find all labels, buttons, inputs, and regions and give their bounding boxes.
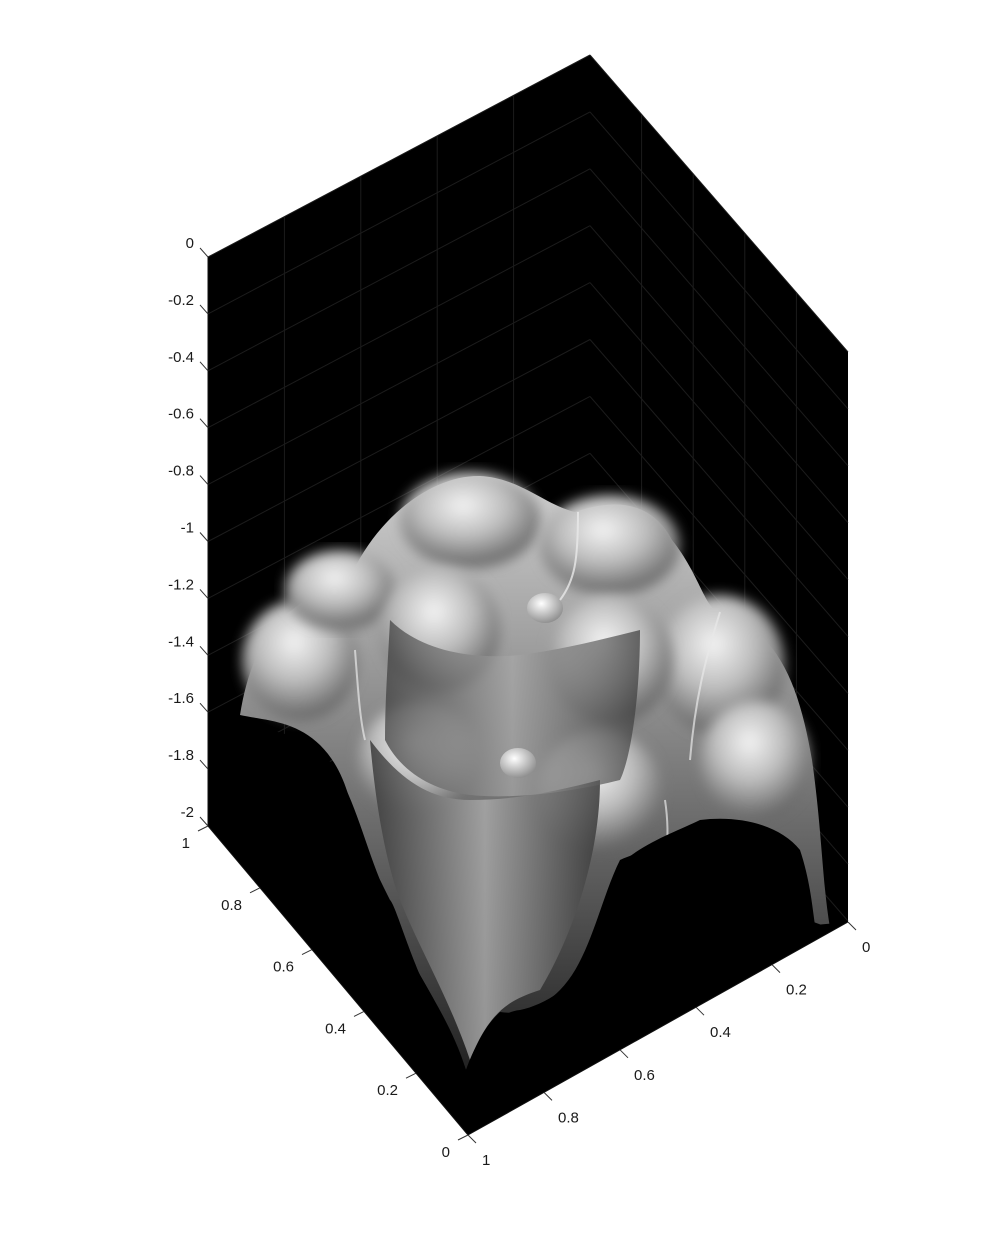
z-tick-mark	[199, 304, 209, 315]
grid-line	[207, 225, 591, 429]
grid-line	[207, 282, 591, 486]
x-axis-ticks: 0 0.2 0.4 0.6 0.8 1	[467, 921, 870, 1169]
z-tick-label: -0.8	[168, 463, 194, 480]
z-tick-mark	[199, 589, 209, 599]
z-tick-label: -2	[181, 804, 194, 821]
x-tick-mark	[467, 1134, 477, 1144]
x-tick-label: 0.6	[634, 1067, 655, 1084]
y-tick-label: 0	[442, 1144, 450, 1161]
z-tick-label: -0.6	[168, 406, 194, 423]
y-tick-mark	[353, 1010, 365, 1017]
z-tick-label: -1.8	[168, 747, 194, 764]
grid-line	[207, 339, 591, 542]
x-tick-label: 0	[862, 939, 870, 956]
z-tick-mark	[199, 759, 209, 770]
x-tick-label: 0.8	[558, 1109, 579, 1126]
z-tick-label: -0.4	[168, 349, 194, 366]
z-tick-label: -1	[181, 520, 194, 537]
x-tick-label: 0.4	[710, 1024, 731, 1041]
grid-line	[589, 282, 849, 580]
y-tick-mark	[405, 1072, 417, 1079]
grid-line	[589, 168, 849, 467]
z-tick-mark	[199, 702, 209, 713]
y-tick-mark	[301, 949, 313, 956]
x-tick-label: 0.2	[786, 982, 807, 999]
x-tick-mark	[619, 1049, 629, 1059]
grid-line	[207, 395, 591, 599]
x-tick-mark	[771, 964, 781, 973]
z-tick-mark	[199, 645, 209, 656]
z-tick-label: -1.6	[168, 690, 194, 707]
grid-line	[589, 396, 849, 694]
z-axis-ticks: 0 -0.2 -0.4 -0.6 -0.8 -1 -1.2 -1.4 -1.6 -1.8 -2	[168, 235, 209, 827]
grid-line	[207, 54, 591, 258]
z-tick-label: -1.2	[168, 576, 194, 593]
z-tick-label: -0.2	[168, 292, 194, 309]
z-tick-mark	[199, 532, 209, 542]
z-tick-mark	[199, 361, 209, 372]
z-tick-label: 0	[186, 235, 194, 252]
grid-line	[589, 339, 849, 637]
x-tick-mark	[543, 1092, 553, 1101]
surface-front-shadow-right	[466, 818, 848, 1135]
x-tick-mark	[695, 1006, 705, 1016]
y-axis-ticks: 0 0.2 0.4 0.6 0.8 1	[182, 825, 469, 1161]
grid-line	[207, 111, 591, 315]
grid-line	[589, 54, 849, 353]
z-tick-label: -1.4	[168, 633, 194, 650]
z-tick-mark	[199, 475, 209, 485]
grid-line	[207, 168, 591, 372]
y-tick-label: 0.6	[273, 959, 294, 976]
y-tick-label: 1	[182, 835, 190, 852]
surface-front-shadow	[208, 727, 468, 1135]
surface-mesh	[240, 472, 830, 1070]
x-axis-line	[467, 921, 849, 1136]
z-tick-mark	[199, 816, 209, 827]
grid-line	[589, 225, 849, 524]
y-axis-line	[207, 825, 469, 1136]
z-tick-mark	[199, 247, 209, 258]
x-tick-label: 1	[482, 1152, 490, 1169]
x-tick-mark	[847, 921, 857, 931]
y-tick-label: 0.2	[377, 1082, 398, 1099]
y-tick-mark	[457, 1134, 469, 1141]
y-tick-label: 0.8	[221, 897, 242, 914]
y-tick-mark	[197, 825, 209, 832]
grid-line	[589, 111, 849, 410]
y-tick-mark	[249, 887, 261, 894]
z-tick-mark	[199, 418, 209, 429]
y-tick-label: 0.4	[325, 1020, 346, 1037]
